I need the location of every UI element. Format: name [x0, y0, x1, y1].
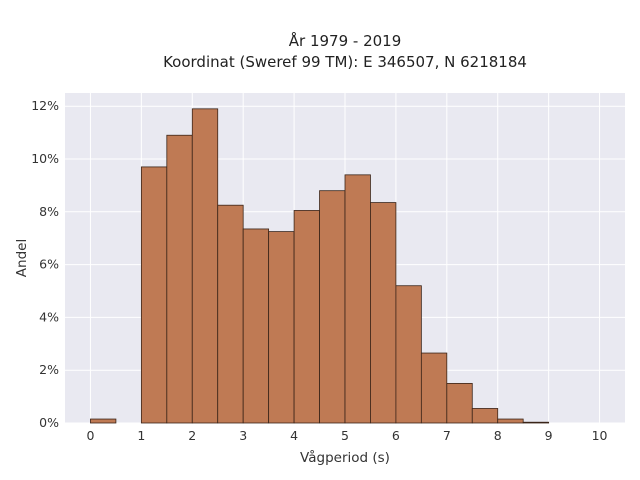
histogram-bar	[471, 408, 499, 424]
histogram-bar	[293, 210, 320, 424]
chart-subtitle: Koordinat (Sweref 99 TM): E 346507, N 62…	[163, 53, 527, 71]
histogram-bar	[522, 421, 550, 424]
x-tick-label: 3	[239, 428, 247, 443]
histogram-bar	[242, 228, 270, 424]
y-axis-label: Andel	[14, 239, 30, 277]
x-axis-ticks: 0 1 2 3 4 5 6 7 8 9 10	[86, 428, 607, 443]
x-tick-label: 9	[545, 428, 553, 443]
histogram-bar	[370, 202, 397, 424]
y-tick-label: 2%	[39, 362, 59, 377]
histogram-bar	[395, 285, 422, 424]
histogram-bar	[319, 190, 346, 424]
y-tick-label: 6%	[39, 257, 59, 272]
x-axis-label: Vågperiod (s)	[300, 449, 390, 466]
histogram-bar	[497, 418, 524, 424]
histogram-bar	[344, 174, 371, 424]
bars	[90, 108, 550, 424]
x-tick-label: 10	[592, 428, 608, 443]
histogram-bar	[268, 231, 295, 424]
y-tick-label: 0%	[39, 415, 59, 430]
histogram-bar	[191, 108, 219, 424]
histogram-bar	[90, 418, 117, 424]
histogram-bar	[420, 352, 448, 424]
y-tick-label: 4%	[39, 309, 59, 324]
y-tick-label: 8%	[39, 204, 59, 219]
x-tick-label: 6	[392, 428, 400, 443]
chart-title: År 1979 - 2019	[289, 31, 402, 50]
y-tick-label: 12%	[31, 98, 59, 113]
x-tick-label: 2	[188, 428, 196, 443]
histogram-bar	[446, 382, 473, 424]
x-tick-label: 7	[443, 428, 451, 443]
x-tick-label: 8	[494, 428, 502, 443]
histogram-bar	[140, 166, 168, 424]
x-tick-label: 0	[86, 428, 94, 443]
x-tick-label: 5	[341, 428, 349, 443]
x-tick-label: 1	[137, 428, 145, 443]
y-tick-label: 10%	[31, 151, 59, 166]
histogram-bar	[166, 134, 193, 424]
x-tick-label: 4	[290, 428, 298, 443]
y-axis-ticks: 0% 2% 4% 6% 8% 10% 12%	[31, 98, 59, 430]
histogram-bar	[217, 204, 244, 424]
